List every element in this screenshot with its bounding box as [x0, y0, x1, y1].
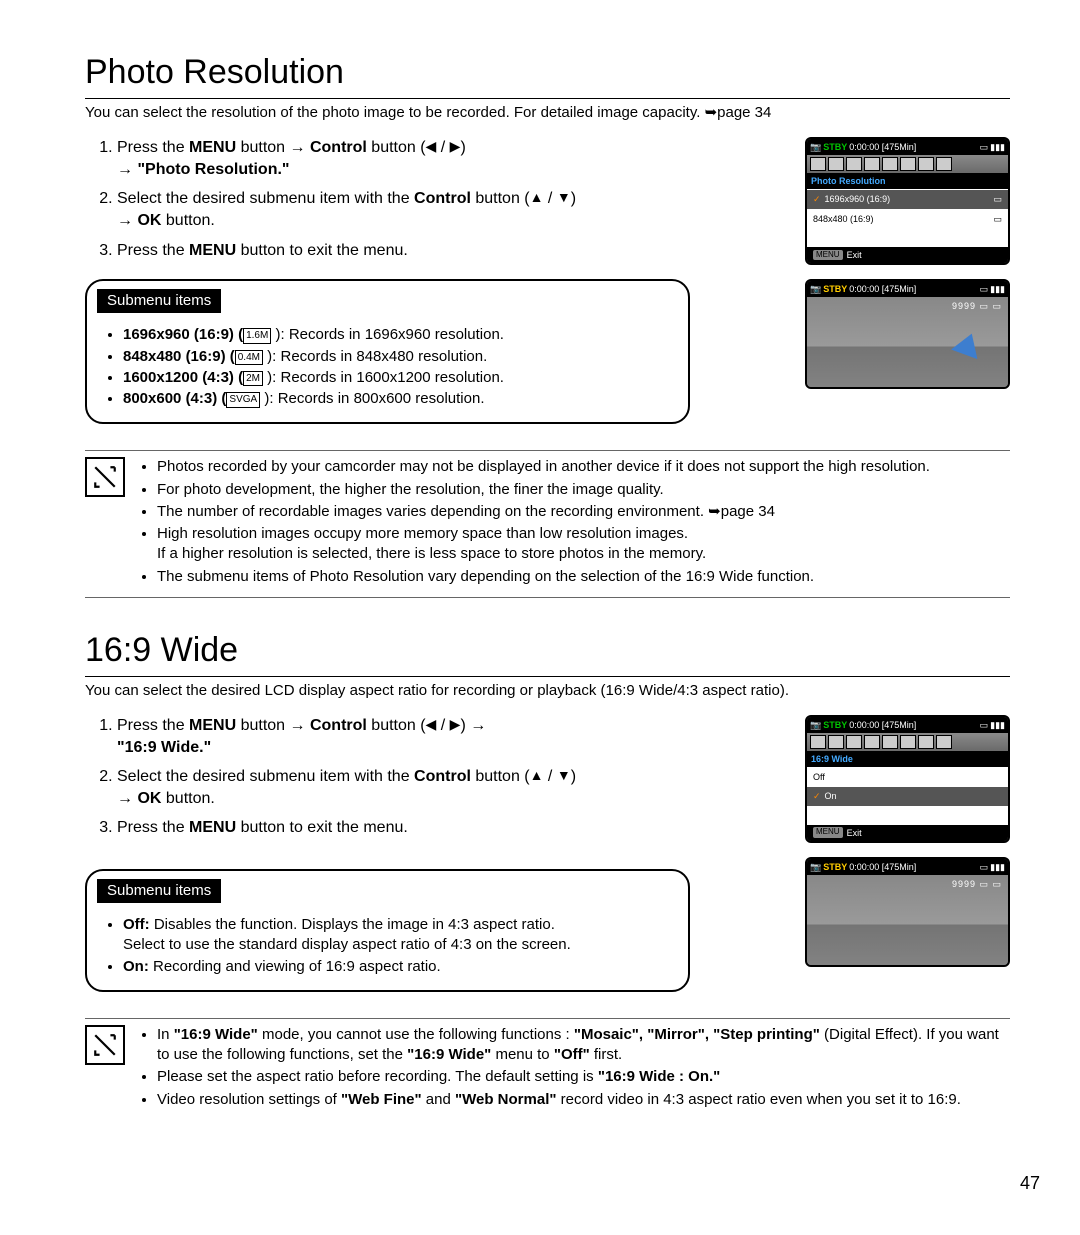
- step-3: Press the MENU button to exit the menu.: [117, 817, 787, 839]
- notes-box: Photos recorded by your camcorder may no…: [85, 450, 1010, 598]
- lcd-menu-item: [807, 228, 1008, 247]
- lcd-menu-item: 848x480 (16:9)▭: [807, 209, 1008, 228]
- submenu-item: 800x600 (4:3) (SVGA ): Records in 800x60…: [123, 389, 672, 409]
- camera-icon: 📷: [810, 283, 821, 295]
- steps-list: Press the MENU button → Control button (…: [85, 715, 787, 992]
- step-2: Select the desired submenu item with the…: [117, 766, 787, 809]
- submenu-title: Submenu items: [97, 289, 221, 313]
- battery-icon: ▮▮▮: [990, 141, 1005, 153]
- camera-icon: 📷: [810, 141, 821, 153]
- submenu-box: Submenu items 1696x960 (16:9) (1.6M ): R…: [85, 279, 690, 424]
- submenu-box: Submenu items Off: Disables the function…: [85, 869, 690, 992]
- resolution-badge-icon: SVGA: [226, 392, 260, 408]
- submenu-item: 1600x1200 (4:3) (2M ): Records in 1600x1…: [123, 368, 672, 388]
- lcd-menu-item: Off: [807, 767, 1008, 786]
- note-item: Photos recorded by your camcorder may no…: [157, 457, 1010, 477]
- submenu-item: 848x480 (16:9) (0.4M ): Records in 848x4…: [123, 347, 672, 367]
- lcd-preview-menu: 📷 STBY 0:00:00 [475Min]▭ ▮▮▮ 16:9 Wide O…: [805, 715, 1010, 843]
- lcd-preview-live: 📷 STBY 0:00:00 [475Min]▭ ▮▮▮ 9999 ▭ ▭: [805, 279, 1010, 389]
- note-icon: [85, 457, 125, 497]
- lcd-preview-menu: 📷 STBY 0:00:00 [475Min]▭ ▮▮▮ Photo Resol…: [805, 137, 1010, 265]
- step-2: Select the desired submenu item with the…: [117, 188, 787, 231]
- step-3: Press the MENU button to exit the menu.: [117, 240, 787, 262]
- intro-page-ref: page 34: [717, 104, 771, 121]
- resolution-badge-icon: 1.6M: [243, 328, 271, 344]
- step-1: Press the MENU button → Control button (…: [117, 137, 787, 180]
- lcd-menu-button: MENU: [813, 250, 843, 261]
- battery-icon: ▮▮▮: [990, 861, 1005, 873]
- note-item: Please set the aspect ratio before recor…: [157, 1067, 1010, 1087]
- lcd-menu-button: MENU: [813, 827, 843, 838]
- card-icon: ▭: [980, 283, 989, 295]
- note-item: Video resolution settings of "Web Fine" …: [157, 1090, 1010, 1110]
- intro-text: You can select the resolution of the pho…: [85, 104, 705, 121]
- page-number: 47: [1020, 1171, 1040, 1195]
- resolution-badge-icon: 0.4M: [235, 350, 263, 366]
- battery-icon: ▮▮▮: [990, 719, 1005, 731]
- pointer-icon: ➥: [708, 503, 721, 520]
- note-icon: [85, 1025, 125, 1065]
- card-icon: ▭: [980, 861, 989, 873]
- lcd-menu-item-selected: On: [807, 786, 1008, 805]
- pointer-icon: ➥: [705, 104, 718, 121]
- submenu-title: Submenu items: [97, 879, 221, 903]
- camera-icon: 📷: [810, 861, 821, 873]
- section-intro: You can select the desired LCD display a…: [85, 681, 1010, 701]
- card-icon: ▭: [980, 719, 989, 731]
- section-intro: You can select the resolution of the pho…: [85, 103, 1010, 123]
- section-title: Photo Resolution: [85, 50, 1010, 99]
- note-item: In "16:9 Wide" mode, you cannot use the …: [157, 1025, 1010, 1066]
- step-1: Press the MENU button → Control button (…: [117, 715, 787, 758]
- submenu-item: On: Recording and viewing of 16:9 aspect…: [123, 957, 672, 977]
- lcd-menu-item: [807, 806, 1008, 825]
- section-title: 16:9 Wide: [85, 628, 1010, 677]
- submenu-item: 1696x960 (16:9) (1.6M ): Records in 1696…: [123, 325, 672, 345]
- camera-icon: 📷: [810, 719, 821, 731]
- note-item: High resolution images occupy more memor…: [157, 524, 1010, 565]
- notes-box: In "16:9 Wide" mode, you cannot use the …: [85, 1018, 1010, 1120]
- lcd-menu-title: 16:9 Wide: [807, 751, 1008, 767]
- lcd-menu-title: Photo Resolution: [807, 173, 1008, 189]
- lcd-preview-live: 📷 STBY 0:00:00 [475Min]▭ ▮▮▮ 9999 ▭ ▭: [805, 857, 1010, 967]
- cursor-icon: [951, 329, 985, 359]
- submenu-item: Off: Disables the function. Displays the…: [123, 915, 672, 956]
- note-item: The submenu items of Photo Resolution va…: [157, 567, 1010, 587]
- steps-list: Press the MENU button → Control button (…: [85, 137, 787, 424]
- resolution-badge-icon: 2M: [243, 371, 263, 387]
- note-item: For photo development, the higher the re…: [157, 480, 1010, 500]
- card-icon: ▭: [980, 141, 989, 153]
- battery-icon: ▮▮▮: [990, 283, 1005, 295]
- note-item: The number of recordable images varies d…: [157, 502, 1010, 522]
- lcd-menu-item-selected: 1696x960 (16:9)▭: [807, 189, 1008, 208]
